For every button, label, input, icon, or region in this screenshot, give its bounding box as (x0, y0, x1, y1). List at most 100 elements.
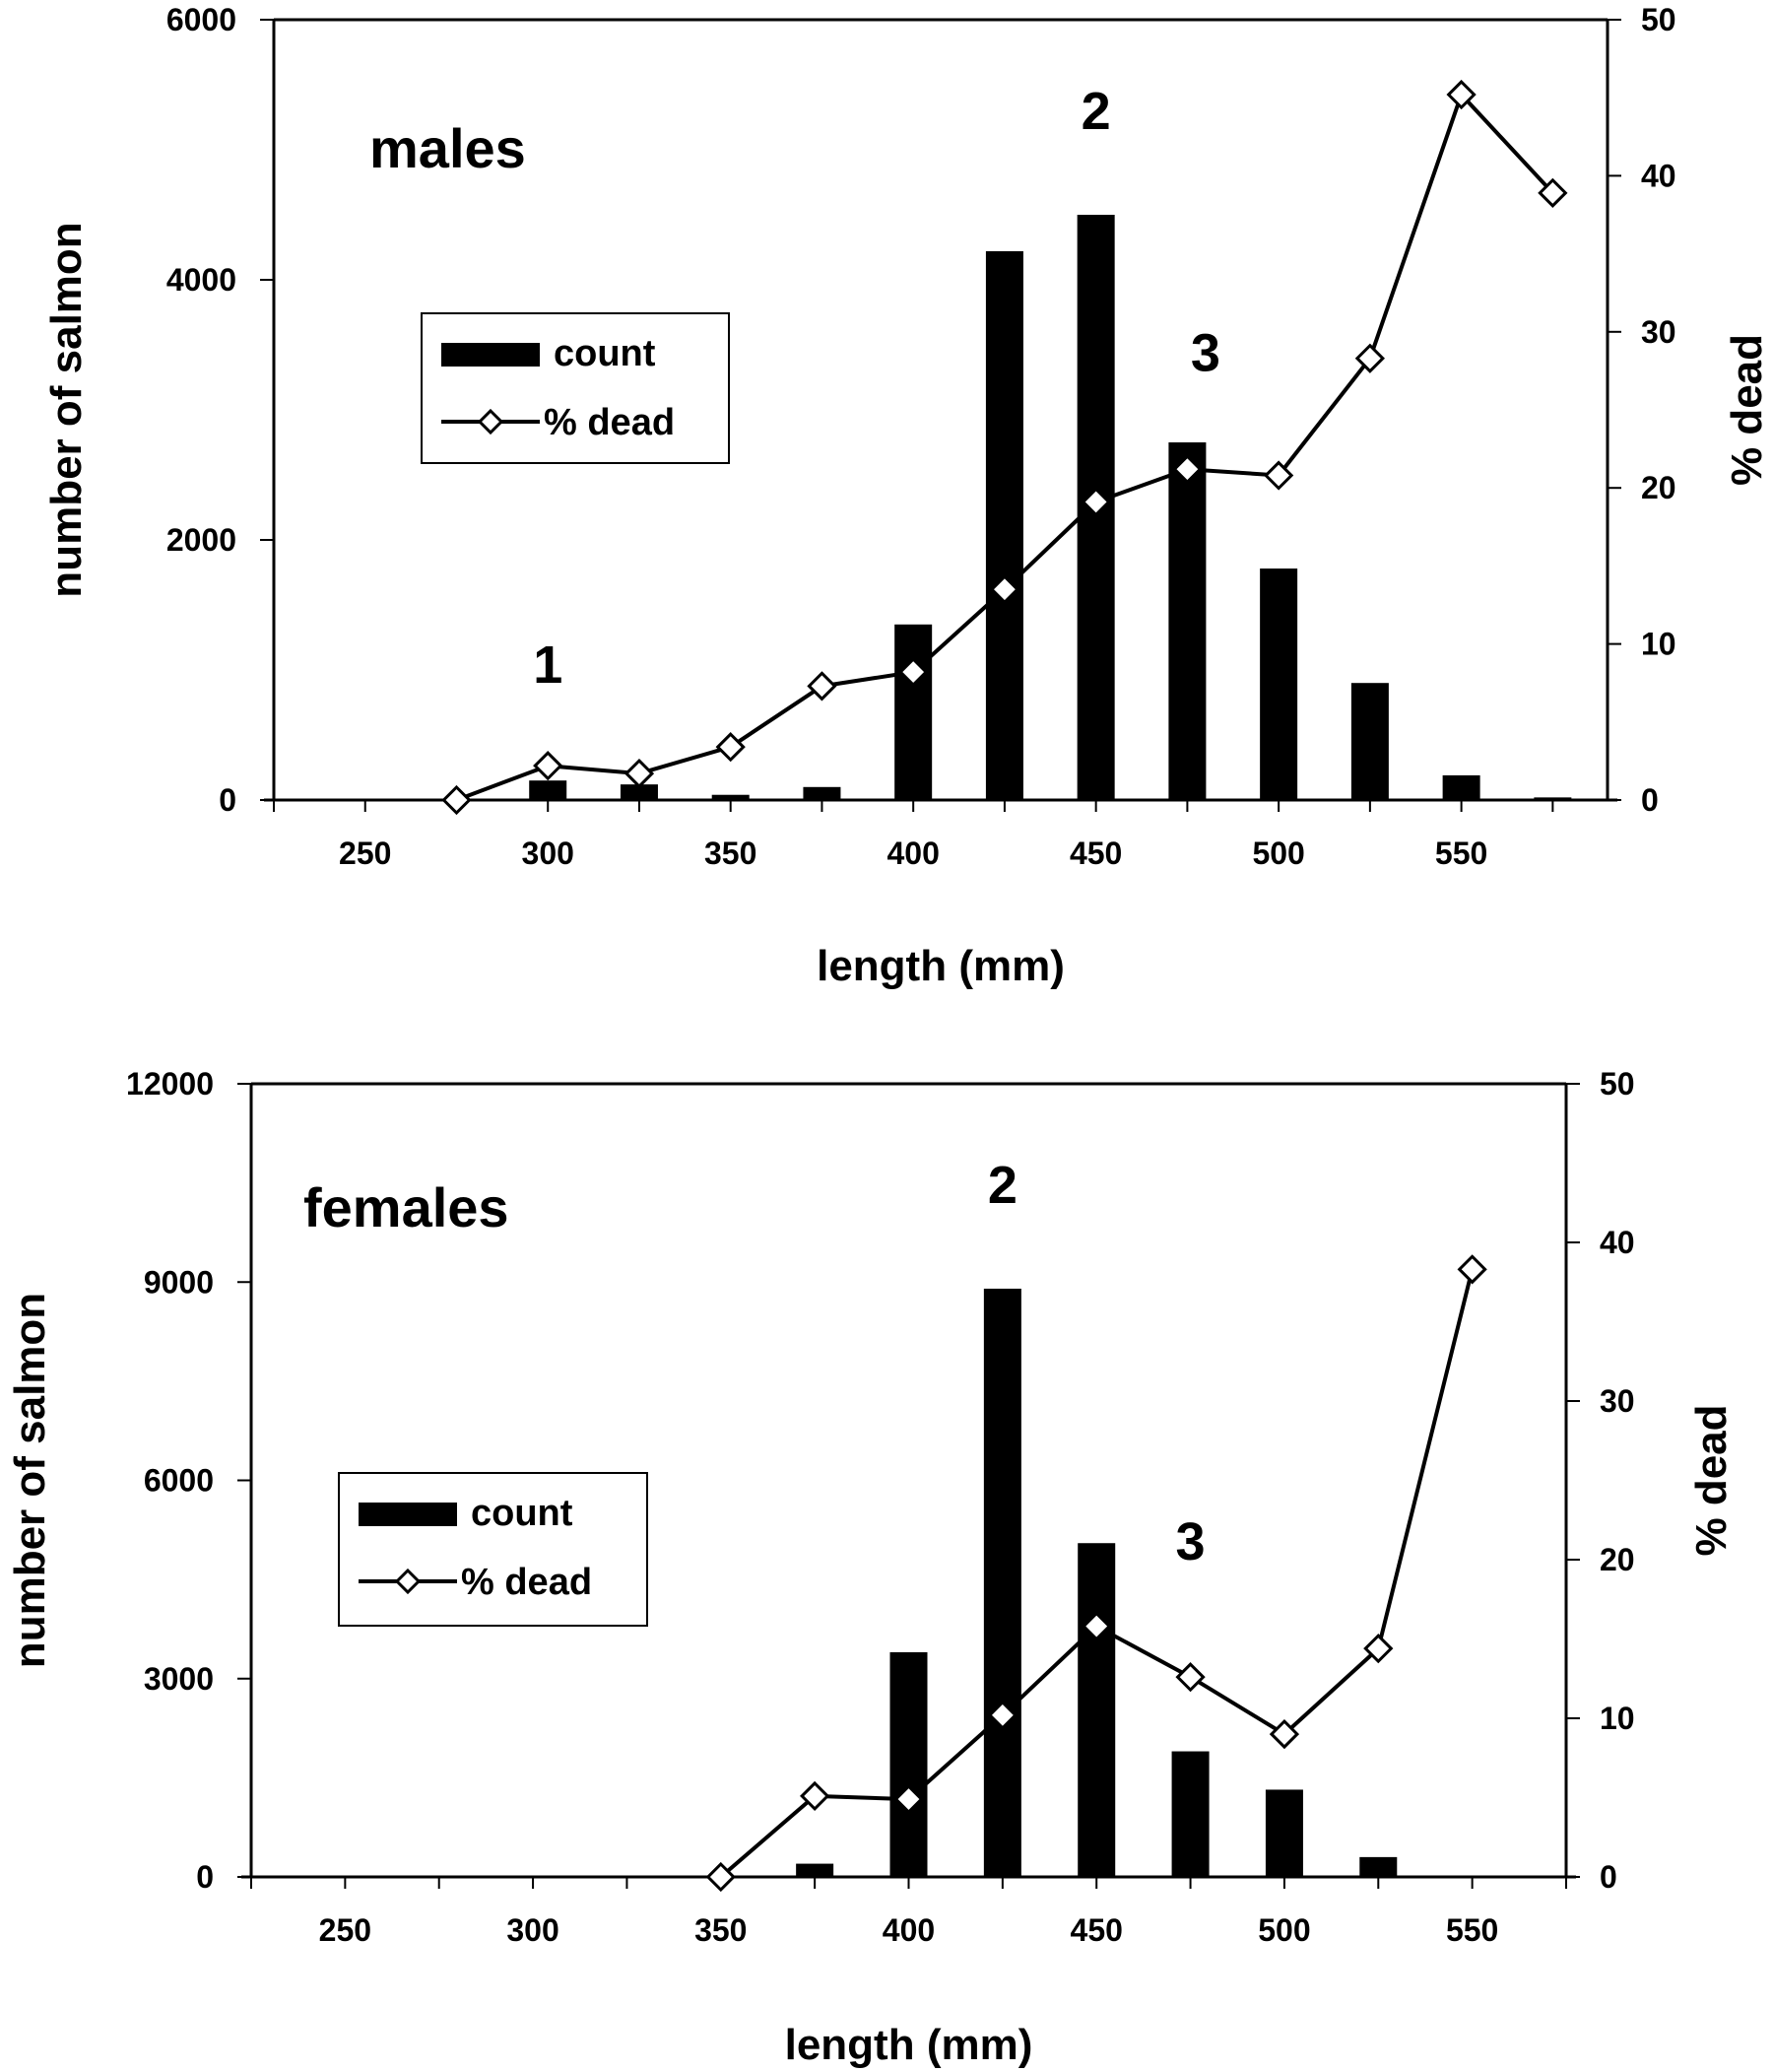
y2-tick-label: 40 (1600, 1225, 1635, 1260)
x-tick-label: 350 (694, 1912, 747, 1948)
dead-percent-marker (1269, 1718, 1300, 1750)
dead-percent-marker (807, 671, 837, 702)
bar-count (803, 786, 841, 800)
y-axis-label: number of salmon (42, 222, 91, 597)
dead-percent-marker (624, 758, 655, 789)
y-tick-label: 9000 (144, 1264, 214, 1300)
bar-count (1260, 568, 1298, 800)
y2-tick-label: 50 (1600, 1066, 1635, 1102)
y-tick-label: 3000 (144, 1661, 214, 1697)
dead-percent-marker (1081, 487, 1111, 517)
dead-percent-marker (800, 1780, 830, 1812)
panel-annotation: females (303, 1176, 509, 1238)
dead-percent-marker (705, 1861, 736, 1893)
x-tick-label: 500 (1258, 1912, 1310, 1948)
y2-axis-label: % dead (1687, 1404, 1736, 1556)
legend-count-swatch (359, 1503, 457, 1526)
legend-box (338, 1472, 648, 1627)
bar-count (620, 784, 658, 800)
chart-males: 250 300 350 400 450 500 5500200040006000010203… (42, 2, 1771, 990)
x-tick-label: 400 (886, 835, 939, 871)
bar-count (1265, 1789, 1303, 1877)
dead-percent-marker (1538, 177, 1568, 208)
peak-label: 3 (1191, 323, 1220, 382)
dead-percent-marker (1172, 454, 1203, 485)
dead-percent-marker (441, 784, 472, 816)
bar-count (1171, 1751, 1210, 1877)
bar-count (1442, 774, 1480, 800)
y2-tick-label: 0 (1641, 782, 1659, 818)
legend-count-label: count (554, 333, 656, 374)
bar-count (796, 1863, 834, 1877)
x-tick-label: 300 (506, 1912, 558, 1948)
bar-count (1078, 1543, 1116, 1877)
x-axis-label: length (mm) (785, 2021, 1033, 2069)
y-tick-label: 12000 (126, 1066, 214, 1102)
dead-percent-marker (533, 751, 563, 781)
bar-count (711, 794, 750, 800)
peak-label: 1 (533, 635, 562, 695)
bar-count (529, 780, 567, 800)
bar-count (1350, 683, 1389, 800)
y2-tick-label: 20 (1600, 1542, 1635, 1577)
dead-percent-marker (898, 656, 929, 688)
dead-percent-marker (715, 732, 746, 763)
dead-percent-marker (989, 574, 1020, 605)
y2-tick-label: 0 (1600, 1859, 1617, 1895)
dead-percent-marker (1264, 460, 1294, 491)
peak-label: 3 (1176, 1512, 1206, 1571)
legend-box (421, 312, 730, 464)
dead-percent-marker (987, 1700, 1018, 1730)
legend-count-label: count (471, 1493, 573, 1534)
y-tick-label: 0 (196, 1859, 214, 1895)
y2-axis-label: % dead (1723, 334, 1771, 486)
panel-annotation: males (369, 117, 526, 179)
legend-count-swatch (441, 343, 540, 367)
y2-tick-label: 10 (1600, 1701, 1635, 1736)
x-tick-label: 450 (1070, 835, 1122, 871)
y-tick-label: 0 (219, 782, 236, 818)
x-tick-label: 550 (1435, 835, 1487, 871)
bar-count (889, 1651, 928, 1877)
peak-label: 2 (1082, 82, 1111, 141)
y2-tick-label: 30 (1600, 1383, 1635, 1419)
y-axis-label: number of salmon (6, 1293, 54, 1668)
bar-count (1168, 442, 1207, 800)
dead-percent-marker (1363, 1634, 1394, 1664)
x-tick-label: 250 (339, 835, 391, 871)
y2-tick-label: 40 (1641, 158, 1676, 193)
legend-dead-label: % dead (461, 1562, 592, 1603)
y2-tick-label: 10 (1641, 627, 1676, 662)
bar-count (1534, 797, 1572, 800)
x-tick-label: 400 (883, 1912, 935, 1948)
dead-percent-marker (1457, 1254, 1487, 1285)
y2-tick-label: 20 (1641, 470, 1676, 505)
bar-count (1359, 1856, 1398, 1877)
bar-count (894, 624, 933, 800)
x-tick-label: 350 (704, 835, 756, 871)
y-tick-label: 6000 (166, 2, 236, 37)
chart-females: 250 300 350 400 450 500 5500300060009000120000… (6, 1066, 1736, 2069)
legend-dead-label: % dead (544, 402, 675, 443)
y-tick-label: 4000 (166, 262, 236, 298)
bar-count (983, 1288, 1021, 1877)
x-tick-label: 450 (1071, 1912, 1123, 1948)
y-tick-label: 6000 (144, 1463, 214, 1499)
dead-percent-marker (1354, 343, 1385, 373)
x-tick-label: 500 (1252, 835, 1304, 871)
x-tick-label: 300 (522, 835, 574, 871)
y-tick-label: 2000 (166, 522, 236, 558)
legend-dead-marker (477, 408, 504, 435)
dead-percent-marker (1175, 1662, 1206, 1693)
dead-percent-marker (893, 1783, 924, 1815)
x-tick-label: 550 (1446, 1912, 1498, 1948)
dead-percent-marker (1446, 79, 1477, 110)
y2-tick-label: 50 (1641, 2, 1676, 37)
x-axis-label: length (mm) (817, 942, 1065, 990)
x-tick-label: 250 (319, 1912, 371, 1948)
legend-dead-marker (394, 1568, 422, 1595)
bar-count (985, 250, 1023, 800)
y2-tick-label: 30 (1641, 314, 1676, 350)
dead-percent-marker (1082, 1611, 1112, 1641)
